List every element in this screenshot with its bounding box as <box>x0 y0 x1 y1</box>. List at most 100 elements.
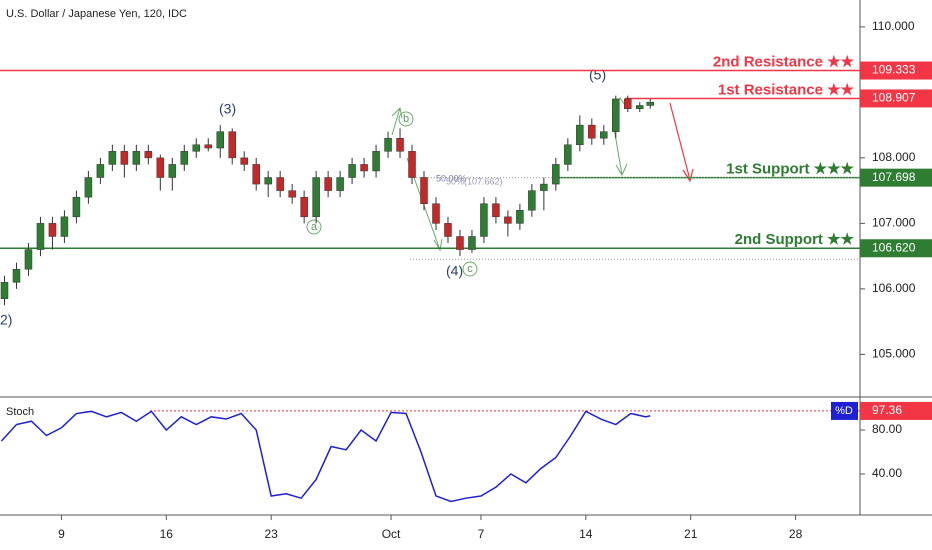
candle-body <box>60 216 69 237</box>
candle-body <box>432 203 440 224</box>
candle-body <box>312 177 320 218</box>
candle-body <box>108 151 117 165</box>
price-tag <box>860 168 932 187</box>
price-tag-label: 109.333 <box>872 63 916 77</box>
candle-body <box>192 144 201 152</box>
fib-label: 50%(107.662) <box>446 176 503 186</box>
level-name: 1st Resistance ★★ <box>718 81 855 98</box>
candle-body <box>144 151 153 159</box>
wave-circle <box>398 111 414 127</box>
candle-body <box>456 236 464 250</box>
candle-body <box>576 124 584 146</box>
candle-body <box>216 131 224 149</box>
wave-label: 2) <box>0 312 12 328</box>
candle-body <box>516 210 524 224</box>
candle-body <box>636 105 644 109</box>
candle-body <box>492 203 500 218</box>
candle-body <box>504 216 512 224</box>
candle-body <box>564 144 572 165</box>
x-tick-label: 21 <box>684 527 698 541</box>
candle-body <box>540 183 548 191</box>
level-name: 2nd Support ★★ <box>735 231 855 248</box>
price-tag-label: 108.907 <box>872 91 916 105</box>
candle-body <box>300 196 308 218</box>
legend-label: %D <box>835 405 853 417</box>
candle-body <box>96 164 105 178</box>
candle-body <box>528 190 536 211</box>
x-tick-label: 28 <box>789 527 803 541</box>
wave-circle <box>306 219 322 235</box>
candle-body <box>84 177 93 198</box>
candle-body <box>228 131 236 159</box>
price-tag-label: 106.620 <box>872 240 916 254</box>
wave-label: (4) <box>446 263 463 279</box>
y-tick-label: 40.00 <box>872 466 902 480</box>
candle-body <box>264 177 272 185</box>
wave-label: b <box>403 113 409 125</box>
candle-body <box>420 177 428 204</box>
candle-body <box>180 151 189 165</box>
candle-body <box>384 137 392 152</box>
candle-body <box>72 196 81 218</box>
y-tick-label: 105.000 <box>872 347 916 361</box>
candle-body <box>624 98 632 109</box>
wave-label: a <box>311 221 318 233</box>
candle-body <box>288 190 296 198</box>
candle-body <box>336 177 344 191</box>
price-tag <box>860 61 932 80</box>
y-tick-label: 110.000 <box>872 19 915 33</box>
y-tick-label: 108.000 <box>872 150 916 164</box>
wave-label: (5) <box>589 67 606 83</box>
price-tag <box>860 89 932 108</box>
stoch-title: Stoch <box>6 406 34 418</box>
chart-title: U.S. Dollar / Japanese Yen, 120, IDC <box>6 8 187 20</box>
candle-body <box>276 177 284 191</box>
wave-circle <box>462 261 478 277</box>
legend-tag <box>831 401 858 420</box>
wave-label: (3) <box>219 101 236 117</box>
candle-body <box>324 177 332 191</box>
candle-body <box>348 164 356 178</box>
candle-body <box>168 164 177 178</box>
candle-body <box>408 151 416 178</box>
price-tag-label: 97.36 <box>872 403 902 417</box>
wave-arrows <box>391 97 628 252</box>
candle-body <box>480 203 488 237</box>
x-tick-label: Oct <box>382 527 401 541</box>
candle-body <box>372 151 380 172</box>
x-tick-label: 23 <box>265 527 279 541</box>
forecast-arrow <box>669 102 694 183</box>
price-tag <box>860 239 932 258</box>
price-tag <box>860 401 932 420</box>
candle-body <box>612 98 620 132</box>
wave-label: c <box>467 263 473 275</box>
x-tick-label: 16 <box>160 527 174 541</box>
candle-body <box>600 131 608 139</box>
candle-body <box>240 157 248 165</box>
candle-body <box>444 223 452 237</box>
stoch-line <box>0 410 651 503</box>
candle-body <box>0 282 9 299</box>
fib-label: 50.00% <box>436 173 467 183</box>
candle-body <box>360 164 368 172</box>
candle-body <box>120 151 129 165</box>
candle-body <box>36 223 45 250</box>
candle-body <box>132 151 141 165</box>
candle-body <box>24 249 33 270</box>
candle-body <box>552 164 560 185</box>
candle-body <box>468 236 476 250</box>
level-name: 2nd Resistance ★★ <box>713 54 855 71</box>
candle-body <box>12 268 21 283</box>
candle-body <box>396 137 404 152</box>
y-tick-label: 106.000 <box>872 281 916 295</box>
candle-body <box>156 157 165 178</box>
x-tick-label: 9 <box>58 527 65 541</box>
candle-body <box>646 101 654 106</box>
y-tick-label: 80.00 <box>872 422 902 436</box>
level-name: 1st Support ★★★ <box>726 161 854 178</box>
candle-body <box>588 124 596 139</box>
y-tick-label: 107.000 <box>872 216 916 230</box>
candle-body <box>252 164 260 185</box>
x-tick-label: 7 <box>478 527 485 541</box>
